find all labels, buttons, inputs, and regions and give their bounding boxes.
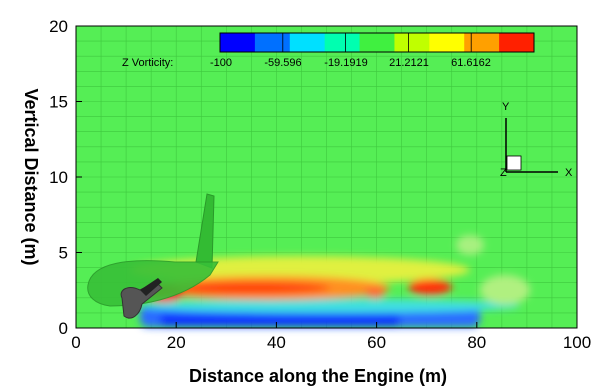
colorbar-frame — [219, 32, 535, 53]
colorbar-swatch — [220, 33, 256, 52]
y-tick-label: 10 — [49, 168, 68, 187]
colorbar-swatch — [359, 33, 395, 52]
colorbar-tick-label: -19.1919 — [324, 57, 367, 69]
colorbar-swatch — [499, 33, 535, 52]
axis-ticks — [75, 25, 578, 329]
negative-vorticity-core — [160, 314, 400, 326]
y-axis-title: Vertical Distance (m) — [21, 88, 41, 265]
colorbar-swatch — [324, 33, 361, 52]
triad-z-box — [506, 155, 522, 171]
x-axis-title: Distance along the Engine (m) — [189, 366, 447, 386]
colorbar-title: Z Vorticity: — [122, 57, 173, 69]
positive-vorticity-blob — [408, 279, 452, 295]
triad-x-label: X — [565, 167, 573, 179]
colorbar-swatch — [289, 33, 326, 52]
x-tick-label: 100 — [563, 333, 591, 352]
positive-vorticity-core — [170, 282, 330, 294]
x-tick-label: 20 — [167, 333, 186, 352]
faint-wake-patch-2 — [456, 235, 484, 255]
x-tick-label: 80 — [467, 333, 486, 352]
y-tick-labels: 0 5 10 15 20 — [49, 17, 68, 338]
y-tick-label: 0 — [59, 319, 68, 338]
colorbar-tick-label: 21.2121 — [389, 57, 429, 69]
triad-y-label: Y — [502, 101, 510, 113]
axis-triad: Y X Z — [500, 101, 573, 179]
y-tick-label: 5 — [59, 244, 68, 263]
colorbar-tick-label: -100 — [210, 57, 232, 69]
x-tick-label: 40 — [267, 333, 286, 352]
vorticity-field — [87, 193, 530, 327]
x-tick-labels: 0 20 40 60 80 100 — [71, 333, 591, 352]
x-tick-label: 60 — [367, 333, 386, 352]
colorbar-swatch — [254, 33, 291, 52]
x-tick-label: 0 — [71, 333, 80, 352]
positive-vorticity-blob-2 — [365, 286, 385, 298]
colorbar-swatch — [429, 33, 465, 52]
y-tick-label: 15 — [49, 93, 68, 112]
colorbar-tick-label: -59.596 — [264, 57, 301, 69]
colorbar-swatch — [464, 33, 500, 52]
engine-pylon — [140, 278, 162, 296]
faint-wake-patch — [480, 275, 530, 305]
engine-nacelle — [120, 281, 163, 319]
y-tick-label: 20 — [49, 17, 68, 36]
colorbar-tick-label: 61.6162 — [451, 57, 491, 69]
colorbar-swatch — [394, 33, 430, 52]
triad-z-label: Z — [500, 167, 507, 179]
colorbar: Z Vorticity: -100 -59.596 -19.1919 21.21… — [122, 32, 535, 69]
cyan-shear-layer — [140, 299, 520, 313]
colorbar-swatches — [220, 33, 535, 52]
